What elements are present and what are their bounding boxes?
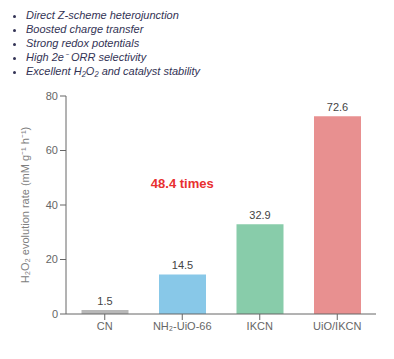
html-text:Excellent H₂O₂ and catalyst st: Excellent H₂O₂ and catalyst stability bbox=[26, 65, 201, 77]
html-text:High 2e⁻ ORR selectivity: High 2e⁻ ORR selectivity bbox=[26, 51, 147, 63]
html-text:Strong redox potentials: Strong redox potentials bbox=[26, 37, 140, 49]
svg-text:1.5: 1.5 bbox=[97, 295, 112, 307]
svg-text:IKCN: IKCN bbox=[247, 320, 273, 332]
svg-text:48.4 times: 48.4 times bbox=[151, 176, 214, 191]
svg-text:20: 20 bbox=[46, 253, 58, 265]
svg-text:80: 80 bbox=[46, 90, 58, 102]
html-text:Direct Z-scheme heterojunction: Direct Z-scheme heterojunction bbox=[26, 9, 179, 21]
svg-text:14.5: 14.5 bbox=[172, 259, 193, 271]
html-text:Boosted charge transfer: Boosted charge transfer bbox=[26, 23, 144, 35]
svg-text:60: 60 bbox=[46, 144, 58, 156]
svg-text:0: 0 bbox=[52, 308, 58, 320]
svg-text:H₂O₂ evolution rate (mM g⁻¹ h⁻: H₂O₂ evolution rate (mM g⁻¹ h⁻¹) bbox=[19, 127, 31, 284]
svg-text:40: 40 bbox=[46, 199, 58, 211]
svg-text:NH₂-UiO-66: NH₂-UiO-66 bbox=[153, 320, 212, 332]
svg-text:72.6: 72.6 bbox=[327, 101, 348, 113]
svg-text:UiO/IKCN: UiO/IKCN bbox=[313, 320, 361, 332]
svg-text:CN: CN bbox=[97, 320, 113, 332]
svg-text:32.9: 32.9 bbox=[249, 209, 270, 221]
